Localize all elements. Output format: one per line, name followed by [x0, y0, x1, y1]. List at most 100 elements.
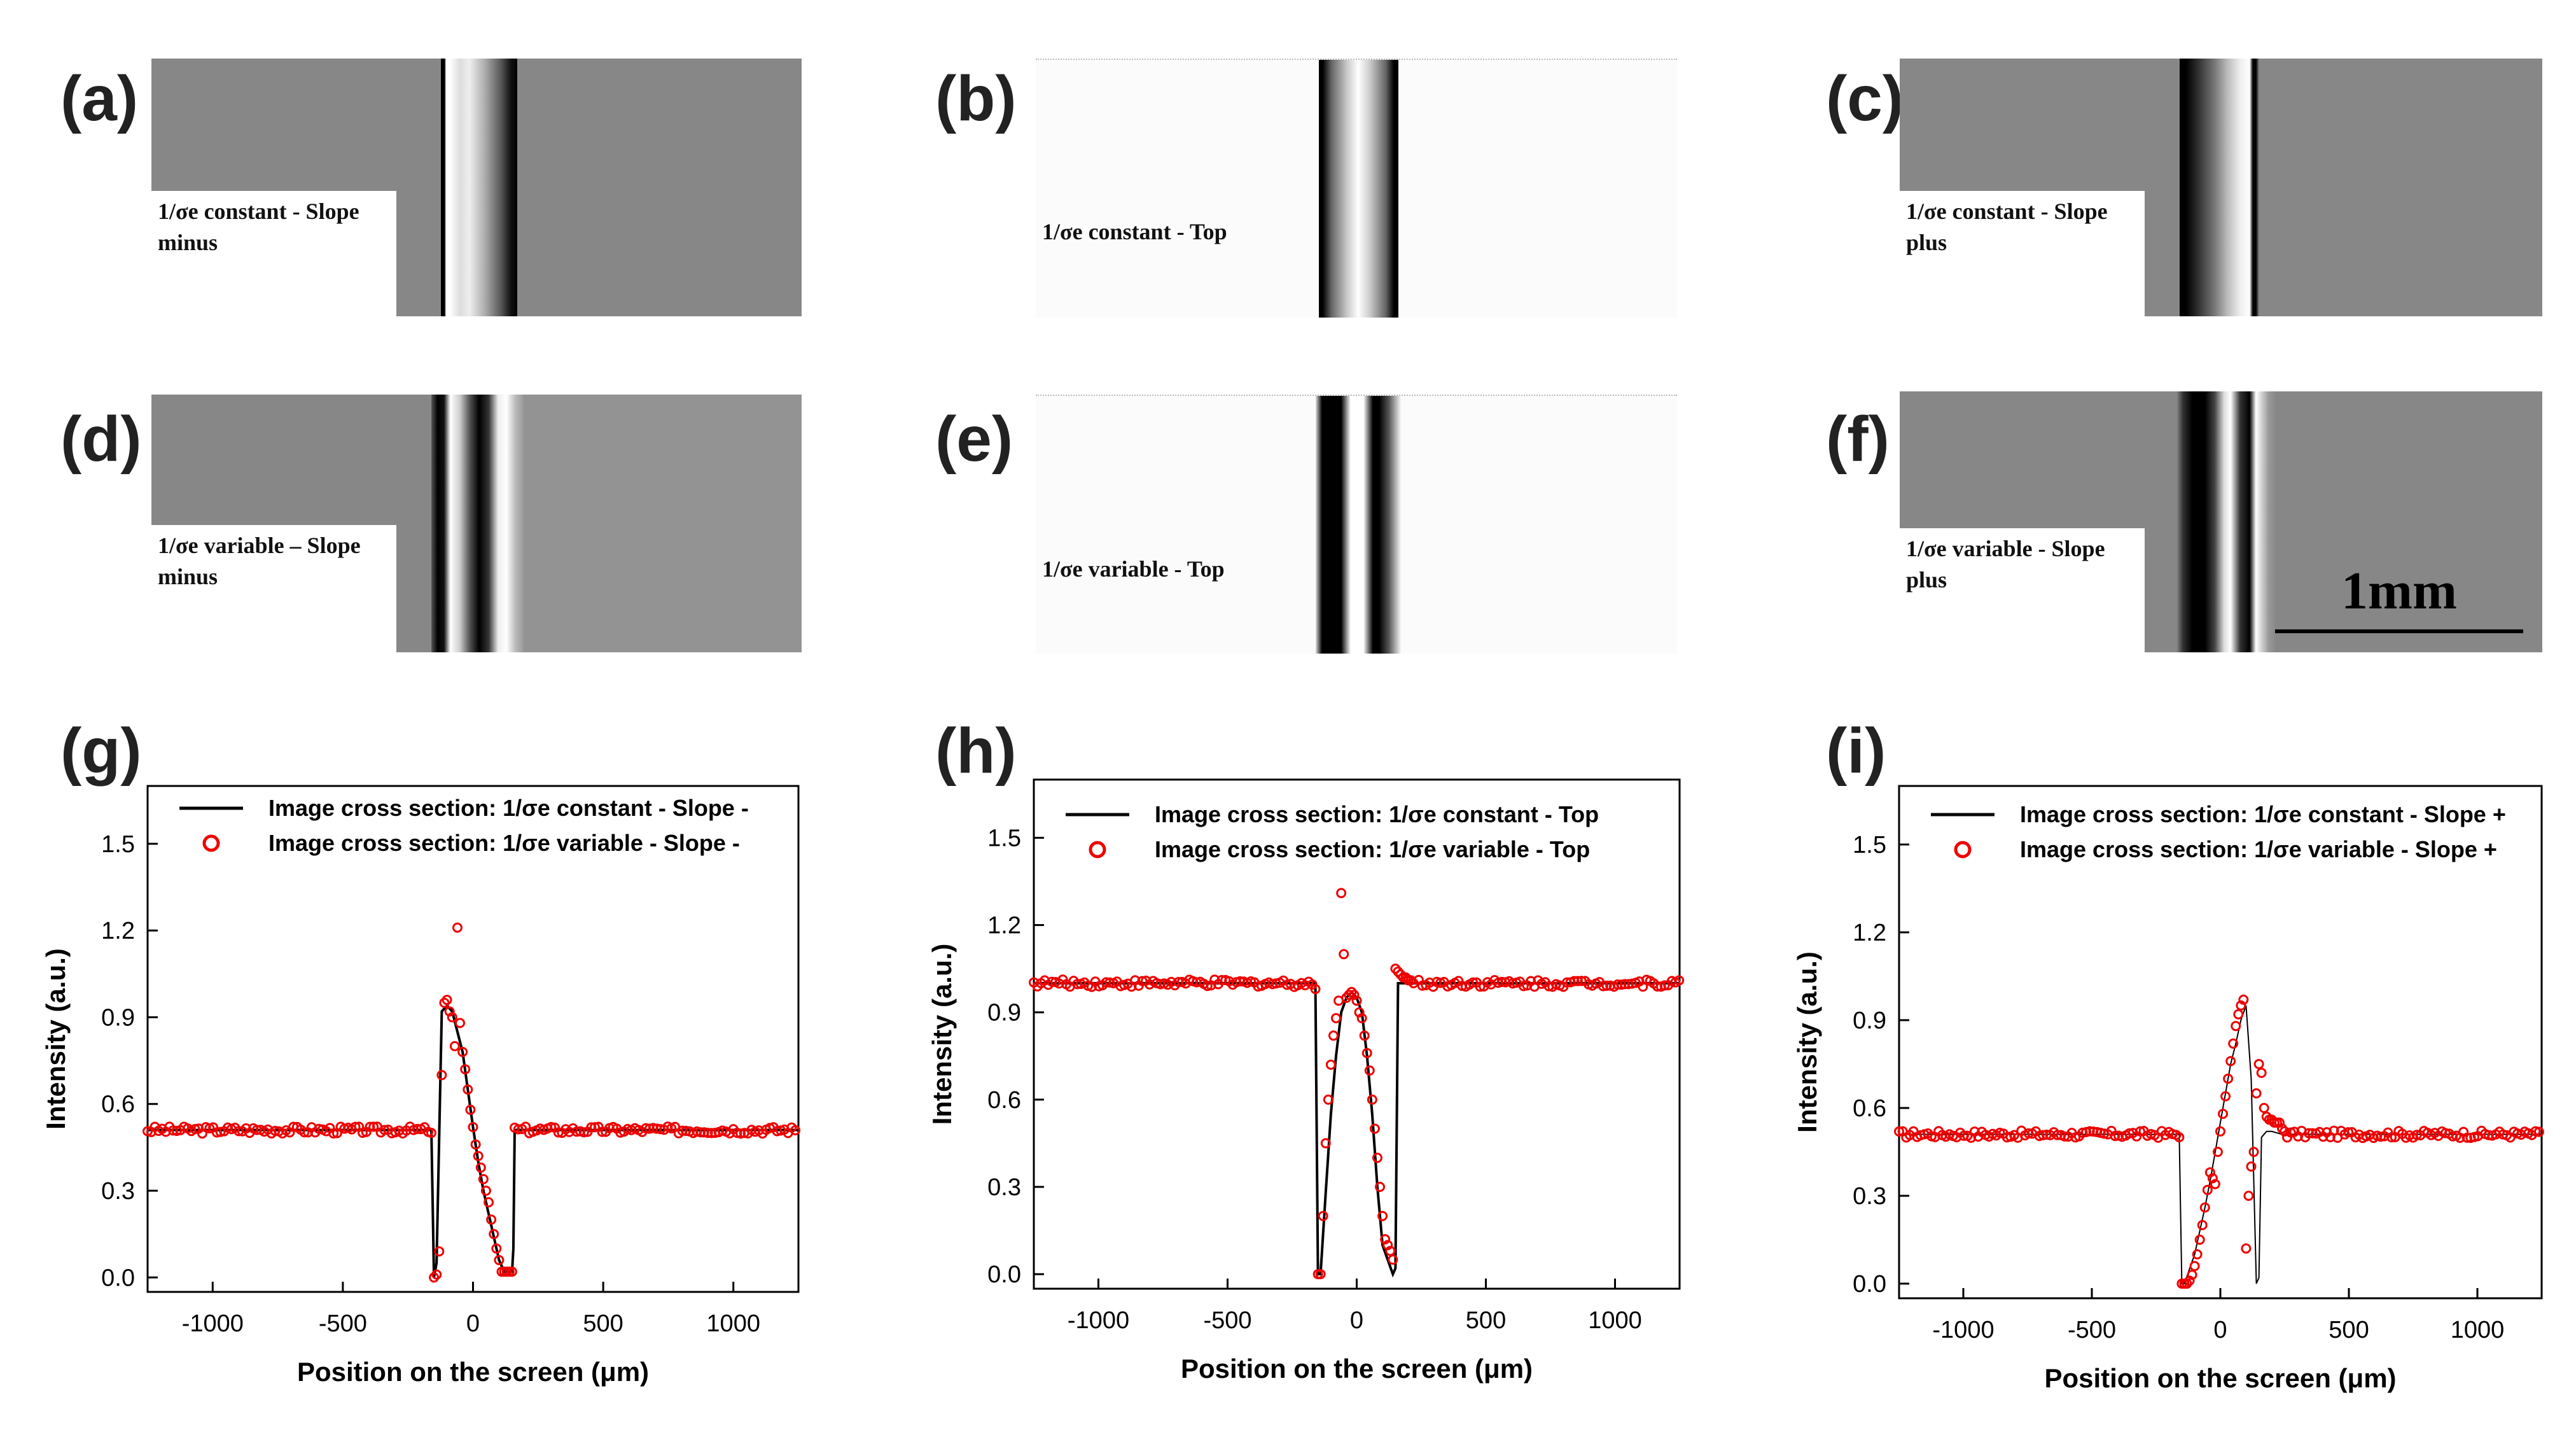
image-panel-f: 1/σe variable - Slope plus 1mm [1900, 391, 2542, 652]
panel-caption: 1/σe constant - Top [1036, 211, 1234, 318]
data-point [168, 1125, 179, 1136]
data-point [365, 1121, 375, 1132]
data-point [641, 1123, 651, 1133]
data-point [590, 1122, 601, 1133]
caption-line: 1/σe variable - Slope [1906, 536, 2105, 561]
data-point [1612, 979, 1623, 990]
data-point [190, 1124, 200, 1135]
data-point [431, 1269, 442, 1280]
x-tick-label: 500 [2329, 1317, 2369, 1343]
caption-line: minus [158, 229, 218, 255]
y-tick-label: 1.5 [101, 831, 135, 858]
legend-circle-swatch [1954, 841, 1972, 859]
data-point [1328, 1030, 1339, 1041]
data-point [2210, 1179, 2220, 1189]
data-point [434, 1246, 445, 1257]
panel-caption: 1/σe variable - Slope plus [1900, 528, 2145, 652]
data-point [2189, 1261, 2200, 1272]
data-point [2343, 1127, 2354, 1138]
x-tick-label: -1000 [1932, 1317, 1994, 1343]
legend-circle-swatch [1089, 841, 1106, 859]
caption-line: 1/σe variable - Top [1042, 556, 1225, 582]
data-point [2533, 1126, 2544, 1137]
data-point [2246, 1161, 2257, 1172]
x-tick-label: -500 [1203, 1307, 1251, 1334]
fringe-stripe [1319, 60, 1398, 318]
data-point [2038, 1130, 2049, 1140]
panel-label-d: (d) [60, 403, 142, 475]
data-point [1354, 1007, 1365, 1018]
data-point [436, 1070, 447, 1081]
data-point [455, 1018, 466, 1028]
data-point [299, 1127, 310, 1138]
panel-label-i: (i) [1826, 715, 1886, 787]
caption-line: 1/σe constant - Top [1042, 219, 1227, 244]
y-tick-label: 0.3 [987, 1174, 1021, 1201]
y-tick-label: 0.0 [1853, 1271, 1886, 1298]
data-point [2376, 1132, 2386, 1142]
data-point [1598, 981, 1608, 992]
data-point [368, 1121, 379, 1132]
data-point [444, 1006, 455, 1017]
data-point [2202, 1184, 2213, 1195]
image-panel-e: 1/σe variable - Top [1036, 395, 1677, 654]
data-point [1364, 1065, 1375, 1076]
panel-label-h: (h) [935, 715, 1017, 787]
data-point [2248, 1147, 2259, 1157]
data-point [2274, 1118, 2285, 1128]
x-tick-label: 500 [1466, 1307, 1506, 1334]
data-point [2223, 1074, 2234, 1084]
data-point [2084, 1126, 2095, 1137]
data-point [2197, 1220, 2208, 1230]
data-point [1320, 1138, 1331, 1149]
x-axis-label: Position on the screen (μm) [1181, 1354, 1533, 1384]
data-point [1894, 1126, 1904, 1137]
caption-line: 1/σe variable – Slope [158, 533, 361, 558]
x-tick-label: 500 [583, 1310, 623, 1337]
panel-caption: 1/σe variable – Slope minus [151, 525, 396, 652]
x-tick-label: 0 [2213, 1317, 2227, 1343]
x-tick-label: -1000 [1068, 1307, 1129, 1334]
data-point [2187, 1270, 2197, 1280]
x-tick-label: -1000 [182, 1310, 244, 1337]
panel-caption: 1/σe variable - Top [1036, 549, 1231, 654]
data-point [452, 922, 463, 933]
x-tick-label: 0 [466, 1310, 480, 1337]
y-tick-label: 0.9 [1853, 1007, 1886, 1034]
data-point [1573, 976, 1584, 986]
y-tick-label: 0.9 [987, 1000, 1021, 1027]
data-point [2218, 1109, 2229, 1119]
legend-label: Image cross section: 1/σe constant - Slo… [268, 795, 749, 821]
data-point [2238, 994, 2249, 1005]
plot-frame [1898, 785, 2543, 1300]
data-point [1475, 981, 1486, 992]
scale-bar-label: 1mm [2341, 561, 2457, 620]
y-tick-label: 0.6 [101, 1091, 135, 1118]
data-point [2207, 1173, 2218, 1184]
y-tick-label: 0.6 [987, 1087, 1021, 1114]
data-point [484, 1197, 494, 1208]
data-point [578, 1127, 589, 1138]
y-axis-label: Intensity (a.u.) [927, 944, 957, 1125]
data-point [1468, 977, 1479, 988]
data-point [2231, 1021, 2241, 1032]
legend-label: Image cross section: 1/σe variable - Slo… [2020, 836, 2497, 862]
data-point [1569, 976, 1580, 986]
fringe-stripe [441, 59, 517, 316]
data-point [1202, 981, 1213, 992]
x-tick-label: 1000 [2451, 1317, 2505, 1343]
data-point [2461, 1132, 2472, 1143]
y-tick-label: 1.2 [1853, 920, 1886, 946]
panel-label-e: (e) [935, 403, 1013, 475]
data-point [2236, 1000, 2246, 1011]
data-point [1323, 1094, 1333, 1105]
background-region [524, 395, 802, 652]
caption-line: plus [1906, 566, 1947, 592]
data-point [2251, 1088, 2262, 1098]
data-point [489, 1229, 499, 1240]
data-point [1351, 995, 1362, 1006]
data-point [470, 1139, 481, 1150]
data-point [468, 1122, 478, 1133]
caption-line: 1/σe constant - Slope [158, 199, 359, 224]
